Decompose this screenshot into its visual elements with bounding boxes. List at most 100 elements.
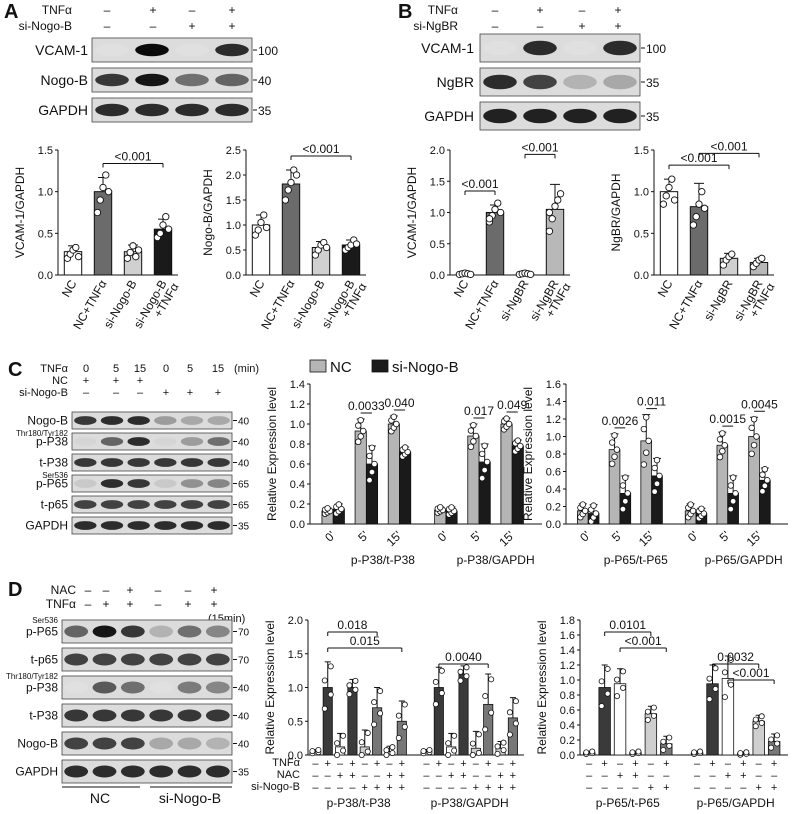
y-tick-label: 0.0 [430, 270, 445, 282]
data-point [650, 704, 657, 711]
y-tick-label: 0.0 [226, 270, 241, 282]
condition-mark: – [104, 19, 111, 33]
condition-mark: – [492, 3, 499, 17]
data-point [401, 701, 408, 708]
y-tick-label: 0.4 [560, 720, 575, 732]
y-tick-label: 0.2 [560, 735, 575, 747]
condition-mark: + [83, 375, 89, 387]
matrix-mark: – [725, 782, 732, 794]
condition-label: NC [52, 375, 68, 387]
p-value-label: 0.017 [464, 404, 494, 418]
data-point [665, 183, 673, 192]
data-point [355, 422, 362, 429]
x-tick-label: 5' [609, 528, 625, 544]
condition-mark: 0 [83, 363, 89, 375]
blot-band [207, 437, 230, 446]
matrix-mark: + [374, 782, 380, 794]
blot-band [207, 521, 230, 530]
data-point [164, 225, 173, 233]
blot-band [127, 521, 150, 530]
matrix-mark: – [586, 758, 593, 770]
bar-nc [748, 436, 760, 525]
y-tick-label: 0.5 [226, 245, 241, 257]
y-tick-label: 1.0 [290, 419, 305, 431]
y-tick-label: 0.6 [290, 459, 305, 471]
blot-band [127, 479, 150, 488]
chart-A1: 0.00.51.01.5VCAM-1/GAPDHNCNC+TNFαsi-Nogo… [13, 145, 182, 332]
y-axis-label: NgBR/GAPDH [609, 173, 623, 251]
matrix-mark: + [337, 770, 343, 782]
data-point [457, 677, 464, 684]
matrix-mark: – [473, 758, 480, 770]
blot-label-t-p38: t-P38 [39, 456, 68, 470]
data-point [698, 188, 706, 196]
blot-label-t-p65: t-p65 [31, 653, 59, 667]
y-tick-label: 0.8 [560, 690, 575, 702]
data-point [448, 504, 455, 511]
blot-band [100, 521, 124, 530]
data-point [390, 413, 398, 420]
condition-label: TNFα [42, 3, 72, 17]
blot-band [180, 416, 204, 425]
data-point [482, 693, 489, 700]
data-point [352, 677, 359, 684]
matrix-mark: – [602, 782, 609, 794]
blot-band [563, 40, 597, 56]
matrix-mark: + [349, 758, 355, 770]
matrix-mark: – [771, 770, 778, 782]
data-point [496, 208, 505, 217]
data-point [488, 676, 495, 683]
blot-d [61, 619, 233, 784]
condition-mark: + [228, 19, 235, 33]
x-group-label: p-P65/GAPDH [705, 553, 783, 567]
matrix-mark: – [617, 782, 624, 794]
data-point [604, 665, 611, 672]
data-point [322, 243, 331, 252]
blot-band [177, 681, 202, 694]
blot-band [205, 765, 230, 778]
y-tick-label: 0.0 [288, 750, 303, 762]
y-tick-label: 0.5 [288, 716, 303, 728]
legend-label-si-nogo-b: si-Nogo-B [392, 359, 459, 376]
panel-letter-a: A [4, 1, 18, 23]
y-tick-label: 1.4 [290, 379, 305, 391]
p-value-label: 0.0033 [348, 399, 385, 413]
data-point [451, 747, 458, 754]
data-point [482, 726, 489, 733]
data-point [737, 750, 744, 757]
matrix-mark: + [510, 782, 516, 794]
blot-band [92, 765, 117, 778]
data-point [96, 196, 104, 204]
data-point [721, 442, 728, 449]
x-group-label: p-P65/GAPDH [697, 796, 775, 810]
y-tick-label: 1.2 [290, 399, 305, 411]
time-unit-label: (min) [234, 363, 259, 375]
y-tick-label: 1.2 [546, 414, 561, 426]
blot-label-nogo-b: Nogo-B [27, 414, 68, 428]
y-tick-label: 1.6 [546, 379, 561, 391]
blot-band [64, 681, 89, 694]
data-point [545, 208, 554, 217]
condition-label: si-Nogo-B [19, 387, 68, 399]
y-tick-label: 0.6 [546, 467, 561, 479]
blot-band [207, 458, 230, 467]
p-value-label: 0.049 [497, 398, 527, 412]
data-point [287, 178, 295, 187]
data-point [712, 685, 719, 692]
matrix-mark: + [374, 758, 380, 770]
matrix-mark: + [632, 758, 638, 770]
matrix-mark: + [399, 782, 405, 794]
data-point [687, 501, 694, 508]
condition-label: TNFα [46, 597, 76, 611]
mw-label: 70 [238, 628, 250, 639]
data-point [346, 682, 353, 689]
condition-mark: – [83, 387, 90, 399]
mw-label: 70 [238, 656, 250, 667]
blot-label-p-p65: p-P65 [26, 625, 58, 639]
matrix-mark: – [709, 782, 716, 794]
data-point [656, 472, 663, 480]
data-point [752, 723, 759, 730]
data-point [764, 477, 771, 484]
blot-band [120, 625, 145, 638]
matrix-mark: + [771, 782, 777, 794]
